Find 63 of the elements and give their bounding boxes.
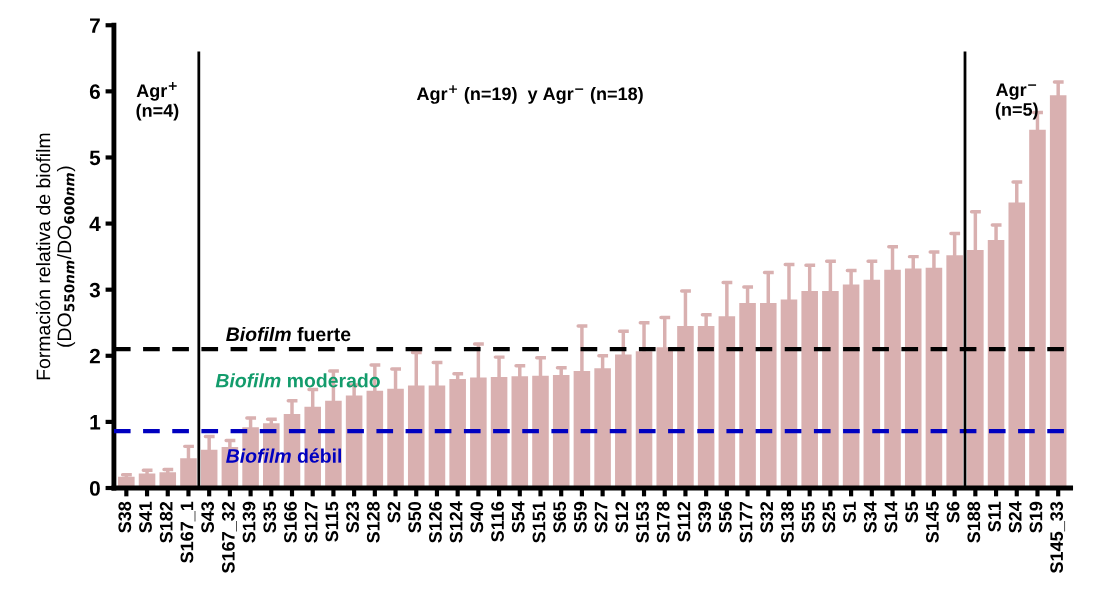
x-tick-label: S14 xyxy=(884,501,898,533)
x-tick-label: S19 xyxy=(1029,501,1043,533)
bar xyxy=(635,351,653,489)
y-tick-label: 3 xyxy=(89,282,100,298)
x-tick-label: S128 xyxy=(366,501,380,543)
y-tick-label: 0 xyxy=(89,481,100,496)
x-tick-label: S56 xyxy=(718,501,732,533)
y-tick-label: 7 xyxy=(90,18,100,33)
x-tick-label: S153 xyxy=(636,501,649,543)
x-tick-label: S139 xyxy=(242,501,256,543)
y-tick-label: 5 xyxy=(89,150,101,166)
x-tick-label: S115 xyxy=(325,501,339,542)
x-tick-label: S126 xyxy=(429,501,442,543)
ref-line-label: Biofilm débil xyxy=(226,448,342,463)
annotation: Agr$^{+}$ (n=4) xyxy=(136,82,179,121)
x-tick-label: S59 xyxy=(573,501,587,533)
x-tick-label: S124 xyxy=(449,501,463,543)
y-tick-label: 6 xyxy=(89,84,100,100)
text: Agr$^{−}$ (n=5) xyxy=(995,83,1038,120)
x-tick-label: S40 xyxy=(470,501,484,533)
x-tick-label: S32 xyxy=(760,501,774,533)
x-tick-label: S188 xyxy=(967,501,981,543)
x-tick-label: S178 xyxy=(656,501,670,543)
x-tick-label: S1 xyxy=(843,501,856,523)
annotation: Biofilm moderado xyxy=(215,373,380,388)
x-tick-label: S55 xyxy=(801,501,815,533)
x-tick-label: S127 xyxy=(304,502,318,543)
x-tick-label: S12 xyxy=(615,501,629,533)
x-tick-label: S34 xyxy=(863,501,877,533)
y-tick-label: 4 xyxy=(89,216,101,232)
x-tick-label: S50 xyxy=(408,501,422,533)
x-tick-label: S35 xyxy=(263,501,277,533)
x-tick-label: S116 xyxy=(491,501,504,542)
x-tick-label: S167_1 xyxy=(180,501,196,563)
x-tick-label: S5 xyxy=(905,501,919,523)
annotation: Agr$^{+}$ (n=19) y Agr$^{−}$ (n=18) xyxy=(416,85,643,104)
x-tick-label: S145_33 xyxy=(1050,501,1066,573)
ref-line-label: Biofilm fuerte xyxy=(226,326,351,342)
y-tick-label: 1 xyxy=(90,415,101,430)
x-tick-label: S182 xyxy=(159,501,173,543)
x-tick-label: S167_32 xyxy=(221,501,237,573)
x-tick-label: S138 xyxy=(781,501,794,543)
x-tick-label: S27 xyxy=(594,502,608,533)
x-tick-label: S65 xyxy=(553,501,567,533)
y-axis-title: Formación relativa de biofilm (DO$_{550nm}$/DO$_{600nm}$) xyxy=(35,133,76,380)
bar xyxy=(159,472,177,489)
x-tick-label: S6 xyxy=(946,501,960,523)
x-tick-label: S2 xyxy=(387,501,401,523)
x-tick-label: S39 xyxy=(698,501,712,533)
x-tick-label: S41 xyxy=(139,501,152,533)
x-tick-label: S166 xyxy=(284,501,297,543)
x-tick-label: S145 xyxy=(926,501,939,543)
x-tick-label: S23 xyxy=(346,501,359,533)
x-tick-label: S112 xyxy=(677,501,691,542)
y-tick-label: 2 xyxy=(89,348,100,364)
x-tick-label: S25 xyxy=(822,501,836,533)
x-tick-label: S43 xyxy=(201,501,215,533)
x-tick-label: S24 xyxy=(1008,501,1022,533)
x-tick-label: S11 xyxy=(988,501,1001,532)
x-tick-label: S151 xyxy=(532,501,546,543)
x-tick-label: S54 xyxy=(511,501,525,533)
x-tick-label: S38 xyxy=(118,501,132,533)
x-tick-label: S177 xyxy=(739,502,753,543)
